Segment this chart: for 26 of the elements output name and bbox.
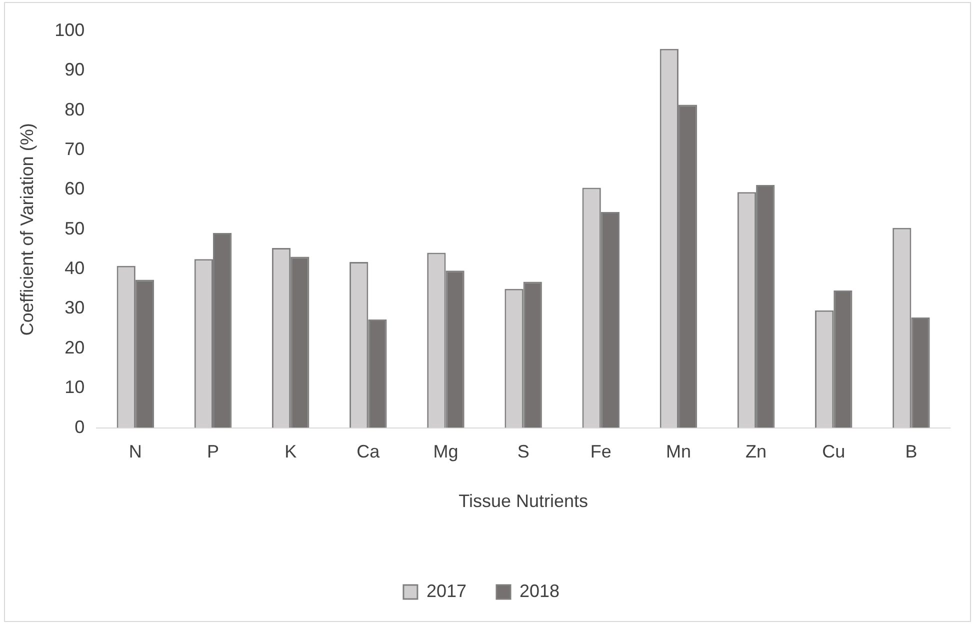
y-tick-label: 100 <box>54 20 85 40</box>
x-axis-title: Tissue Nutrients <box>458 491 588 512</box>
x-tick-label: K <box>284 442 297 462</box>
x-tick-label: Fe <box>590 442 612 462</box>
y-tick-label: 70 <box>64 139 85 160</box>
x-tick-label: B <box>905 442 918 462</box>
legend-label: 2017 <box>426 580 467 601</box>
y-tick-label: 10 <box>64 377 85 398</box>
y-tick-label: 50 <box>64 218 85 238</box>
y-tick-label: 40 <box>64 258 85 278</box>
x-tick-label: P <box>206 442 220 462</box>
x-tick-label: Cu <box>822 442 846 462</box>
y-tick-label: 80 <box>64 99 85 120</box>
y-tick-label: 0 <box>74 416 85 437</box>
x-tick-label: Mg <box>433 442 458 462</box>
y-axis-title: Coefficient of Variation (%) <box>16 123 37 336</box>
x-tick-label: Ca <box>356 442 381 462</box>
legend-label: 2018 <box>520 580 560 601</box>
y-tick-label: 20 <box>64 337 85 358</box>
y-tick-label: 30 <box>64 298 85 318</box>
y-tick-label: 60 <box>64 178 85 199</box>
x-tick-label: S <box>517 442 530 462</box>
x-tick-label: Zn <box>746 442 767 462</box>
y-tick-label: 90 <box>64 60 85 80</box>
x-tick-label: N <box>128 442 142 462</box>
x-tick-label: Mn <box>666 442 691 462</box>
